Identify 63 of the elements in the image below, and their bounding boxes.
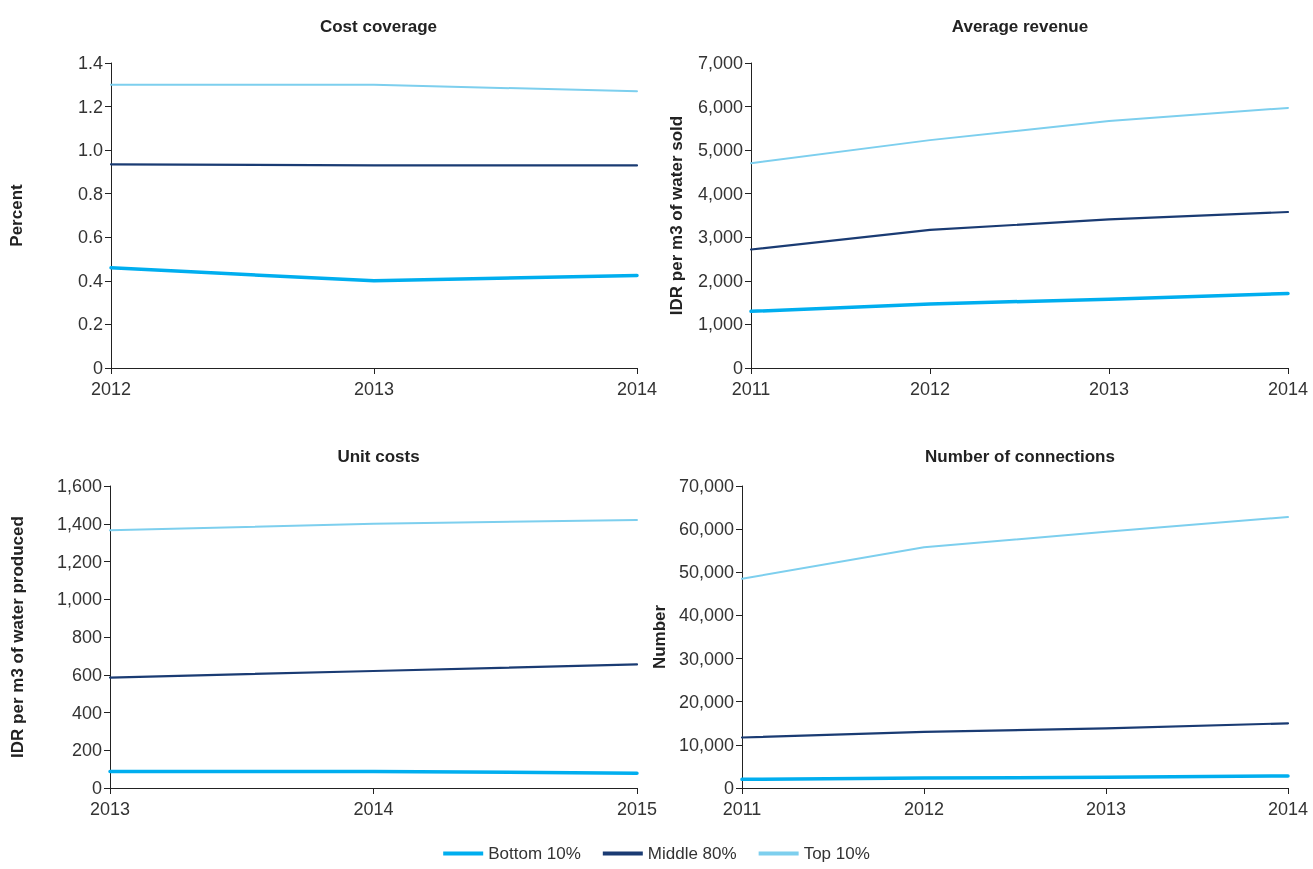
y-axis-title: Number bbox=[650, 604, 669, 670]
x-tick-label: 2013 bbox=[1088, 379, 1130, 399]
y-axis-title: Percent bbox=[7, 183, 26, 247]
legend-label: Bottom 10% bbox=[488, 844, 581, 863]
y-tick-label: 60,000 bbox=[678, 519, 734, 540]
y-tick-label: 2,000 bbox=[697, 270, 743, 291]
y-tick-label: 1.4 bbox=[77, 53, 103, 73]
x-tick-label: 2011 bbox=[731, 379, 771, 399]
x-tick-label: 2013 bbox=[1085, 799, 1127, 819]
line-series bbox=[749, 210, 1290, 251]
y-tick-label: 0 bbox=[91, 778, 102, 798]
y-tick-label: 0 bbox=[723, 778, 734, 798]
y-tick-label: 1,400 bbox=[56, 513, 102, 534]
chart-title: Unit costs bbox=[337, 447, 420, 466]
y-tick-label: 40,000 bbox=[678, 605, 734, 626]
y-tick-label: 0.2 bbox=[77, 314, 103, 335]
chart-title: Cost coverage bbox=[319, 17, 438, 36]
y-tick-label: 10,000 bbox=[678, 734, 734, 755]
y-axis-title: IDR per m3 of water produced bbox=[8, 516, 27, 758]
y-tick-label: 20,000 bbox=[678, 691, 734, 712]
y-tick-label: 70,000 bbox=[678, 476, 734, 496]
y-tick-label: 0.6 bbox=[77, 227, 103, 248]
line-series bbox=[741, 516, 1289, 580]
y-tick-label: 3,000 bbox=[697, 227, 743, 248]
y-tick-label: 7,000 bbox=[697, 53, 743, 73]
y-tick-label: 50,000 bbox=[678, 562, 734, 583]
y-tick-label: 1,000 bbox=[697, 314, 743, 335]
chart-title: Number of connections bbox=[925, 447, 1115, 466]
y-tick-label: 600 bbox=[71, 664, 102, 685]
y-tick-label: 0 bbox=[92, 358, 103, 378]
x-tick-label: 2013 bbox=[353, 379, 395, 399]
x-tick-label: 2014 bbox=[1267, 799, 1309, 819]
y-tick-label: 800 bbox=[71, 627, 102, 647]
x-tick-label: 2012 bbox=[903, 799, 945, 819]
x-tick-label: 2011 bbox=[722, 799, 762, 819]
x-tick-label: 2014 bbox=[353, 799, 394, 819]
x-tick-label: 2012 bbox=[909, 379, 951, 399]
y-tick-label: 1.2 bbox=[77, 96, 103, 117]
line-series bbox=[750, 106, 1289, 165]
y-tick-label: 1,000 bbox=[56, 589, 102, 610]
y-tick-label: 6,000 bbox=[697, 96, 743, 117]
line-series bbox=[740, 722, 1290, 739]
x-tick-label: 2013 bbox=[89, 799, 131, 819]
x-tick-label: 2014 bbox=[616, 379, 657, 399]
y-tick-label: 1,200 bbox=[56, 551, 102, 572]
y-tick-label: 1,600 bbox=[56, 476, 102, 496]
y-tick-label: 0.4 bbox=[77, 270, 103, 291]
x-tick-label: 2012 bbox=[90, 379, 132, 399]
y-tick-label: 4,000 bbox=[697, 183, 743, 204]
y-tick-label: 0.8 bbox=[77, 183, 103, 204]
y-tick-label: 0 bbox=[732, 358, 743, 378]
x-tick-label: 2014 bbox=[1267, 379, 1309, 399]
chart-title: Average revenue bbox=[951, 17, 1089, 36]
legend-label: Middle 80% bbox=[647, 844, 737, 863]
x-tick-label: 2015 bbox=[616, 799, 657, 819]
line-series bbox=[749, 291, 1290, 314]
y-tick-label: 30,000 bbox=[678, 648, 734, 669]
y-tick-label: 400 bbox=[71, 702, 102, 723]
y-axis-title: IDR per m3 of water sold bbox=[667, 115, 686, 316]
y-tick-label: 200 bbox=[71, 740, 102, 761]
legend-label: Top 10% bbox=[803, 844, 870, 863]
y-tick-label: 1.0 bbox=[77, 140, 103, 161]
y-tick-label: 5,000 bbox=[697, 140, 743, 161]
